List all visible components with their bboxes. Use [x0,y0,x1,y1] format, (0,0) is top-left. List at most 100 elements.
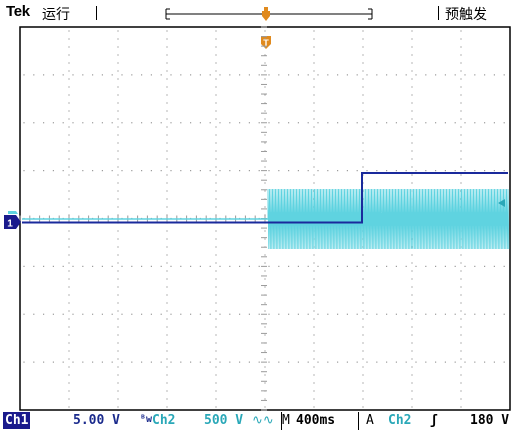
grid-dot [405,74,407,76]
grid-dot [405,122,407,124]
grid-dot [313,174,315,176]
grid-dot [362,302,364,304]
grid-dot [288,74,290,76]
grid-dot [264,238,266,240]
grid-dot [313,270,315,272]
grid-dot [166,46,168,48]
grid-dot [121,265,123,267]
grid-dot [474,170,476,172]
ch1-ground-marker[interactable]: 1 [4,215,21,230]
grid-dot [150,122,152,124]
grid-dot [199,313,201,315]
grid-dot [411,302,413,304]
grid-dot [411,30,413,32]
grid-dot [166,94,168,96]
grid-dot [454,361,456,363]
grid-dot [215,38,217,40]
grid-dot [131,313,133,315]
grid-dot [493,265,495,267]
grid-dot [215,390,217,392]
grid-dot [258,265,260,267]
grid-dot [307,313,309,315]
grid-dot [503,74,505,76]
grid-dot [313,158,315,160]
grid-dot [72,313,74,315]
grid-dot [362,46,364,48]
grid-dot [33,265,35,267]
grid-dot [82,361,84,363]
grid-dot [376,361,378,363]
grid-dot [362,286,364,288]
grid-dot [117,366,119,368]
grid-dot [444,265,446,267]
grid-dot [117,86,119,88]
grid-dot [117,78,119,80]
grid-dot [215,166,217,168]
grid-dot [395,265,397,267]
grid-dot [264,62,266,64]
grid-dot [288,313,290,315]
grid-dot [219,170,221,172]
grid-dot [366,74,368,76]
grid-dot [264,86,266,88]
grid-dot [425,361,427,363]
trigger-position-marker[interactable] [262,7,270,21]
ch1-scale: 5.00 V [73,413,120,428]
grid-dot [317,122,319,124]
grid-dot [215,310,217,312]
grid-dot [313,374,315,376]
grid-dot [386,170,388,172]
grid-dot [435,265,437,267]
grid-dot [264,262,266,264]
grid-dot [460,318,462,320]
grid-dot [150,265,152,267]
grid-dot [170,170,172,172]
grid-dot [395,361,397,363]
grid-dot [215,254,217,256]
grid-dot [117,190,119,192]
trigger-level-arrow[interactable] [498,199,505,207]
grid-dot [313,166,315,168]
grid-dot [117,118,119,120]
grid-dot [460,38,462,40]
grid-dot [313,406,315,408]
grid-dot [166,54,168,56]
grid-dot [362,398,364,400]
grid-dot [313,150,315,152]
grid-dot [111,122,113,124]
grid-dot [362,270,364,272]
trigger-point-marker[interactable]: T [261,36,271,49]
grid-dot [346,361,348,363]
grid-dot [411,318,413,320]
grid-dot [460,302,462,304]
grid-dot [209,122,211,124]
grid-dot [111,74,113,76]
grid-dot [460,86,462,88]
grid-dot [317,74,319,76]
grid-dot [117,94,119,96]
grid-dot [215,318,217,320]
grid-dot [411,174,413,176]
grid-dot [362,102,364,104]
ch2-ground-marker[interactable] [8,211,18,214]
ch1-label[interactable]: Ch1 [3,412,31,429]
grid-dot [215,398,217,400]
grid-dot [68,38,70,40]
grid-dot [72,265,74,267]
grid-dot [215,182,217,184]
grid-dot [411,398,413,400]
grid-dot [411,150,413,152]
grid-dot [268,313,270,315]
grid-dot [415,74,417,76]
ch2-label[interactable]: Ch2 [152,413,176,428]
grid-dot [52,361,54,363]
grid-dot [264,134,266,136]
grid-dot [264,326,266,328]
timebase-value: 400ms [296,413,336,428]
grid-dot [82,74,84,76]
grid-dot [131,265,133,267]
grid-dot [264,278,266,280]
grid-dot [264,374,266,376]
grid-dot [264,214,266,216]
grid-dot [454,170,456,172]
